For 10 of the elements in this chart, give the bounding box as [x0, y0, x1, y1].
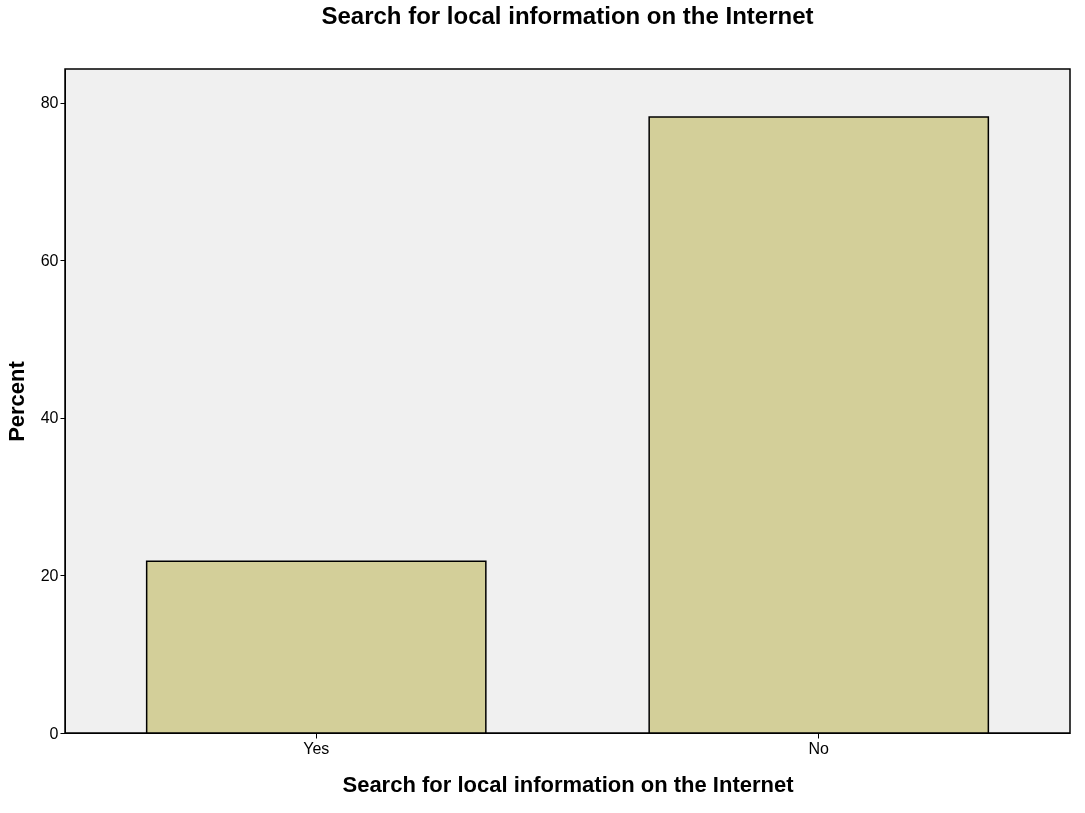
y-tick-label: 40: [40, 409, 59, 427]
y-tick-label: 0: [49, 724, 59, 742]
x-tick-label: Yes: [303, 739, 330, 757]
x-axis-title: Search for local information on the Internet: [342, 771, 795, 797]
y-axis-title: Percent: [3, 360, 29, 442]
y-tick-label: 20: [40, 566, 59, 584]
chart-title: Search for local information on the Internet: [321, 2, 814, 29]
y-tick-label: 60: [40, 251, 59, 269]
y-tick-label: 80: [40, 94, 59, 112]
x-tick-label: No: [808, 739, 830, 757]
